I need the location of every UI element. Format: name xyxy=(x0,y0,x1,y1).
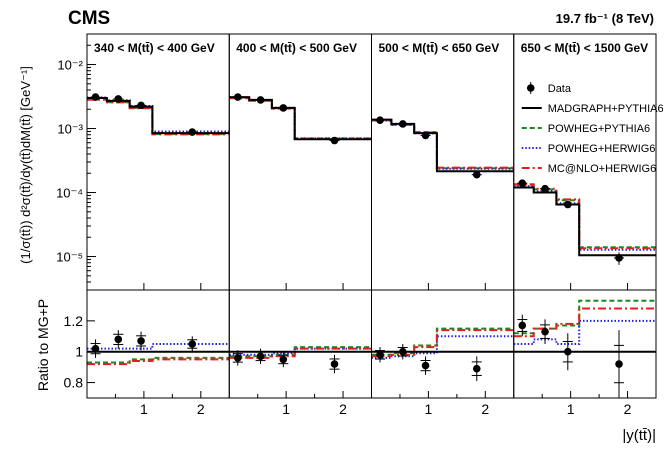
panel-1-mc-ratio xyxy=(87,358,230,366)
y-tick-label-top: 10⁻⁴ xyxy=(56,186,83,201)
panel-4-ratio-point xyxy=(518,321,527,330)
panel-3-data-point xyxy=(472,170,481,179)
panel-3-ratio-point xyxy=(421,361,430,370)
y-axis-label-top: (1/σ(tt̄)) d²σ(tt̄)/dy(tt̄)dM(tt̄) [GeV⁻… xyxy=(18,66,33,264)
plot-area: 340 < M(tt̄) < 400 GeV 1 2 400 < M(tt̄) < 5… xyxy=(56,33,664,417)
x-tick-label: 1 xyxy=(282,401,290,417)
y-tick-label-ratio: 0.8 xyxy=(64,375,84,391)
panel-1-ratio-frame xyxy=(86,289,230,399)
panel-4-data-point xyxy=(518,179,527,187)
panel-4-ratio-point xyxy=(615,360,623,368)
panel-3-frame xyxy=(371,33,515,291)
panel-2-mc-line xyxy=(229,97,372,140)
panel-4-data-point xyxy=(541,184,549,193)
panel-3-mg-line xyxy=(371,118,514,173)
panel-3-mc-line xyxy=(371,119,514,169)
panel-4-mc-line xyxy=(513,183,656,250)
legend-mg-label: MADGRAPH+PYTHIA6 xyxy=(548,103,664,115)
y-tick-label-top: 10⁻⁵ xyxy=(56,250,83,265)
panel-1-data-point xyxy=(188,128,197,136)
x-tick-label: 2 xyxy=(339,401,347,417)
panel-3-data-point xyxy=(398,120,407,128)
legend-mc-label: MC@NLO+HERWIG6 xyxy=(548,163,656,175)
panel-1-pp-ratio xyxy=(87,356,230,364)
panel-4-ratio-point xyxy=(564,347,572,356)
panel-1-mass-label: 340 < M(tt̄) < 400 GeV xyxy=(94,41,215,55)
x-tick-label: 2 xyxy=(624,401,632,417)
x-tick-label: 1 xyxy=(567,401,575,417)
panel-4-pp-line xyxy=(513,183,656,249)
panel-2-ratio-point xyxy=(279,355,288,364)
x-tick-label: 2 xyxy=(197,401,205,417)
panel-3-ratio-point xyxy=(376,351,384,359)
panel-3-ratio-point xyxy=(472,364,481,373)
panel-2-data-point xyxy=(233,93,242,101)
panel-1-mg-line xyxy=(87,97,230,135)
lumi-label: 19.7 fb⁻¹ (8 TeV) xyxy=(556,11,654,26)
panel-2-ratio-point xyxy=(256,352,265,361)
panel-3-mass-label: 500 < M(tt̄) < 650 GeV xyxy=(379,41,500,55)
legend-data-label: Data xyxy=(548,83,572,95)
x-tick-label: 1 xyxy=(425,401,433,417)
panel-2-mass-label: 400 < M(tt̄) < 500 GeV xyxy=(236,41,357,55)
panel-3-ratio-point xyxy=(398,347,407,356)
panel-1-data-point xyxy=(91,93,100,101)
panel-2-data-point xyxy=(256,96,265,104)
legend-ph-label: POWHEG+HERWIG6 xyxy=(548,143,656,155)
panel-4-mc-ratio xyxy=(513,307,656,338)
panel-1-ph-ratio xyxy=(87,343,230,350)
panel-4-ph-line xyxy=(513,185,656,251)
panel-3-ratio-frame xyxy=(371,289,515,399)
legend-data-marker xyxy=(526,84,535,92)
experiment-label: CMS xyxy=(68,8,110,29)
panel-1-ratio-point xyxy=(114,335,123,344)
panel-1-mc-line xyxy=(87,98,230,136)
panel-2-ph-line xyxy=(229,96,372,140)
y-tick-label-ratio: 1 xyxy=(75,344,83,360)
panel-4-pp-ratio xyxy=(513,299,656,335)
panel-2-ratio-frame xyxy=(228,289,372,399)
panel-4-ratio-point xyxy=(541,327,549,336)
y-tick-label-top: 10⁻² xyxy=(57,58,83,73)
panel-3-data-point xyxy=(421,131,430,140)
legend-pp-label: POWHEG+PYTHIA6 xyxy=(548,123,650,135)
panel-4-data-point xyxy=(615,254,623,262)
y-tick-label-top: 10⁻³ xyxy=(57,122,83,137)
panel-2-ratio-point xyxy=(233,354,242,362)
panel-2-data-point xyxy=(279,104,288,112)
panel-4-mg-line xyxy=(513,186,656,257)
panel-2-data-point xyxy=(330,136,339,145)
panel-2-pp-line xyxy=(229,97,372,140)
panel-2-ratio-point xyxy=(330,360,339,368)
panel-1-ratio-point xyxy=(188,340,197,348)
y-tick-label-ratio: 1.2 xyxy=(64,313,84,329)
panel-2-frame xyxy=(228,33,372,291)
panel-1-ratio-point xyxy=(91,344,100,353)
y-axis-label-ratio: Ratio to MG+P xyxy=(35,299,51,391)
panel-2-mc-ratio xyxy=(229,347,372,359)
panel-3-pp-line xyxy=(371,119,514,170)
panel-4-data-point xyxy=(564,200,572,209)
panel-4-frame xyxy=(513,33,657,291)
x-tick-label: 2 xyxy=(481,401,489,417)
panel-1-ratio-point xyxy=(137,337,145,345)
x-tick-label: 1 xyxy=(140,401,148,417)
panel-1-data-point xyxy=(137,101,145,110)
panel-4-ph-ratio xyxy=(513,319,656,345)
panel-1-data-point xyxy=(114,95,123,103)
panel-4-mass-label: 650 < M(tt̄) < 1500 GeV xyxy=(521,41,648,55)
x-axis-label: |y(tt̄)| xyxy=(622,427,656,444)
panel-2-mg-line xyxy=(229,96,372,141)
panel-3-ph-line xyxy=(371,119,514,170)
panel-3-data-point xyxy=(376,116,384,124)
panel-1-frame xyxy=(86,33,230,291)
panel-4-ratio-frame xyxy=(513,289,657,399)
panel-1-pp-line xyxy=(87,98,230,136)
